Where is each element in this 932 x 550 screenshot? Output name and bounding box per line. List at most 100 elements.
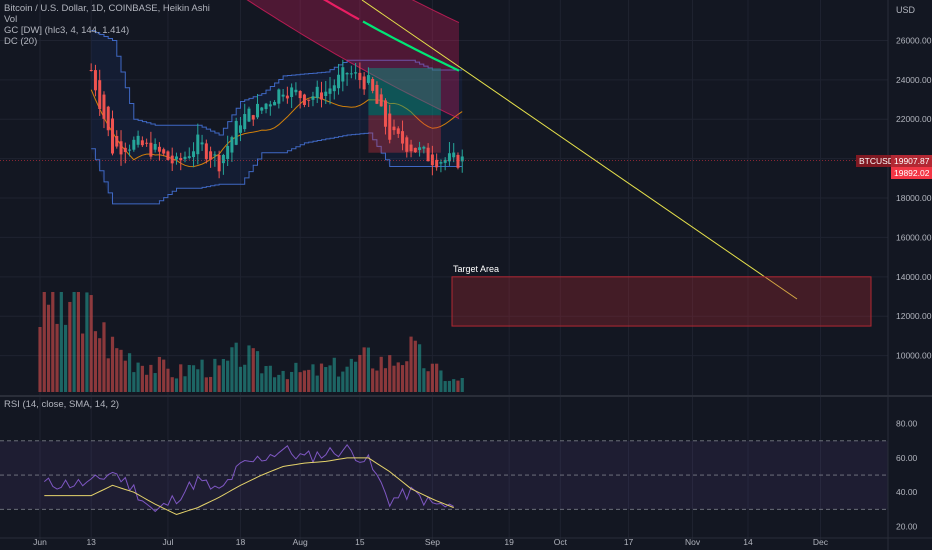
candle-body[interactable] [162,149,166,154]
candle-body[interactable] [153,143,157,150]
trend-line[interactable] [361,0,798,300]
candle-body[interactable] [102,94,106,119]
candle-body[interactable] [319,92,323,100]
rsi-legend[interactable]: RSI (14, close, SMA, 14, 2) [4,399,120,410]
candle-body[interactable] [285,95,289,99]
candle-body[interactable] [170,155,174,164]
candle-body[interactable] [200,142,204,145]
candle-body[interactable] [311,96,315,100]
candle-body[interactable] [217,154,221,172]
candle-body[interactable] [183,156,187,160]
candle-body[interactable] [243,114,247,130]
candle-body[interactable] [379,94,383,107]
candle-body[interactable] [226,146,230,160]
gaussian-filter-line-up[interactable] [362,20,460,72]
candle-body[interactable] [358,72,362,81]
candle-body[interactable] [277,89,281,104]
candle-body[interactable] [392,126,396,131]
donchian-basis-line[interactable] [90,89,463,168]
candle-body[interactable] [315,86,319,99]
candle-body[interactable] [281,94,285,97]
candle-body[interactable] [439,162,443,164]
candle-body[interactable] [345,73,349,75]
candle-body[interactable] [238,125,242,133]
candle-body[interactable] [413,147,417,153]
candle-body[interactable] [452,152,456,158]
candle-body[interactable] [337,74,341,89]
candle-body[interactable] [354,72,358,74]
indicator-gc-label[interactable]: GC [DW] (hlc3, 4, 144, 1.414) [4,25,130,36]
candle-body[interactable] [264,103,268,110]
position-profit-zone[interactable] [368,68,441,116]
candle-body[interactable] [341,67,345,82]
candle-body[interactable] [128,149,132,151]
candle-body[interactable] [221,154,225,164]
candle-body[interactable] [298,91,302,99]
candle-body[interactable] [209,151,213,160]
candle-body[interactable] [204,143,208,160]
candle-body[interactable] [187,156,191,158]
candle-body[interactable] [213,154,217,156]
candle-body[interactable] [234,120,238,145]
candle-body[interactable] [366,75,370,83]
candle-body[interactable] [443,159,447,163]
candle-body[interactable] [98,80,102,109]
candle-body[interactable] [268,104,272,107]
candle-body[interactable] [294,89,298,93]
candle-body[interactable] [149,142,153,157]
candle-body[interactable] [426,147,430,162]
candle-body[interactable] [371,79,375,91]
candle-body[interactable] [435,159,439,168]
candle-body[interactable] [290,87,294,98]
candle-body[interactable] [136,135,140,145]
candle-body[interactable] [375,84,379,104]
candle-body[interactable] [119,141,123,155]
candle-body[interactable] [405,137,409,152]
candle-body[interactable] [447,153,451,162]
candle-body[interactable] [166,151,170,160]
rsi-line[interactable] [43,443,454,513]
candle-body[interactable] [196,134,200,155]
candle-body[interactable] [324,91,328,97]
candle-body[interactable] [401,131,405,144]
candle-body[interactable] [179,157,183,161]
indicator-vol-label[interactable]: Vol [4,14,18,25]
candle-body[interactable] [251,115,255,120]
candle-body[interactable] [132,139,136,150]
candle-body[interactable] [93,70,97,91]
candle-body[interactable] [409,144,413,152]
donchian-upper-line[interactable] [91,30,463,136]
rsi-ma-line[interactable] [44,457,454,516]
candle-body[interactable] [422,146,426,149]
candle-body[interactable] [157,146,161,152]
candle-body[interactable] [115,135,119,147]
gaussian-filter-line-down[interactable] [175,0,360,21]
candle-body[interactable] [260,107,264,111]
candle-body[interactable] [396,128,400,134]
candle-body[interactable] [362,76,366,90]
candle-body[interactable] [388,113,392,140]
symbol-title[interactable]: Bitcoin / U.S. Dollar, 1D, COINBASE, Hei… [4,3,210,14]
candle-body[interactable] [247,108,251,122]
candle-body[interactable] [256,103,260,118]
position-loss-zone[interactable] [368,115,441,153]
candle-body[interactable] [123,147,127,152]
candle-body[interactable] [418,147,422,151]
currency-label[interactable]: USD [896,5,916,15]
gaussian-lower-line[interactable] [175,0,460,120]
candle-body[interactable] [140,140,144,146]
candle-body[interactable] [111,118,115,154]
candle-body[interactable] [89,70,93,71]
candle-body[interactable] [430,154,434,166]
candle-body[interactable] [349,73,353,75]
candle-body[interactable] [273,102,277,106]
donchian-lower-line[interactable] [91,132,463,205]
candle-body[interactable] [230,137,234,153]
candle-body[interactable] [174,156,178,160]
indicator-dc-label[interactable]: DC (20) [4,36,38,47]
candle-body[interactable] [328,88,332,94]
candle-body[interactable] [383,100,387,127]
candle-body[interactable] [307,99,311,101]
candle-body[interactable] [460,156,464,162]
